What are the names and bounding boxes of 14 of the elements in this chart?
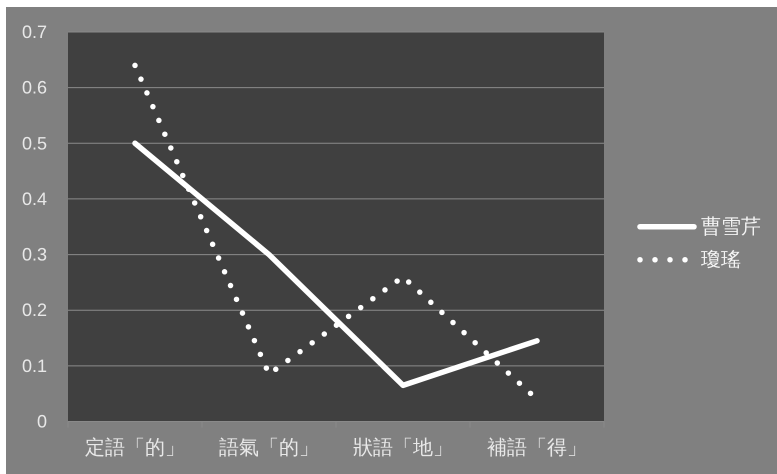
y-tick-label: 0.1 — [22, 356, 47, 376]
x-tick-label: 語氣「的」 — [219, 437, 319, 459]
y-tick-label: 0.5 — [22, 133, 47, 154]
y-tick-label: 0.2 — [22, 300, 47, 320]
y-tick-label: 0.6 — [22, 78, 47, 98]
y-tick-label: 0.7 — [22, 22, 47, 42]
x-tick-label: 補語「得」 — [487, 437, 587, 459]
x-tick-label: 定語「的」 — [85, 437, 185, 459]
y-tick-label: 0.3 — [22, 244, 47, 265]
y-tick-label: 0 — [36, 412, 47, 432]
x-tick-label: 狀語「地」 — [353, 437, 453, 459]
legend-label: 瓊瑤 — [701, 248, 741, 271]
y-tick-label: 0.4 — [22, 188, 47, 209]
legend-label: 曹雪芹 — [701, 216, 761, 238]
